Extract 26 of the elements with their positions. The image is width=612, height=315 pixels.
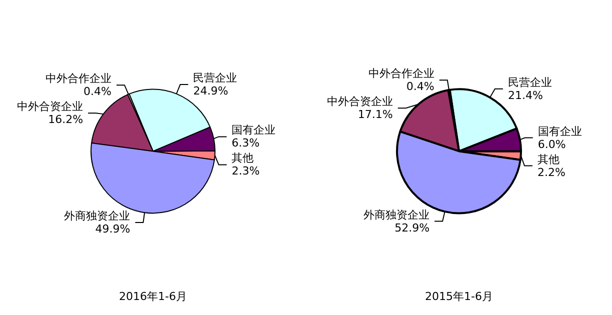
slice-label: 中外合资企业 bbox=[326, 95, 393, 108]
data-label: 21.4% bbox=[508, 88, 543, 102]
slice-label: 其他 bbox=[232, 152, 254, 165]
slice-label: 外商独资企业 bbox=[364, 208, 430, 222]
slice-label: 国有企业 bbox=[232, 124, 276, 137]
slice-label: 中外合资企业 bbox=[17, 100, 84, 114]
slice-label: 民营企业 bbox=[193, 72, 238, 85]
data-label: 0.4% bbox=[406, 80, 434, 94]
data-label: 2.3% bbox=[232, 164, 260, 178]
slice-label: 中外合作企业 bbox=[368, 67, 434, 80]
slice-label: 中外合作企业 bbox=[46, 72, 112, 86]
data-label: 6.3% bbox=[232, 136, 260, 150]
text: 2015年1-6月 bbox=[425, 290, 493, 303]
data-label: 0.4% bbox=[84, 85, 112, 98]
data-label: 49.9% bbox=[95, 222, 130, 236]
slice-label: 国有企业 bbox=[538, 124, 582, 138]
text: 2016年1-6月 bbox=[119, 290, 187, 303]
slice-label: 其他 bbox=[538, 152, 560, 166]
slice-label: 民营企业 bbox=[508, 76, 552, 89]
data-label: 52.9% bbox=[394, 221, 430, 234]
data-label: 16.2% bbox=[48, 113, 84, 126]
data-label: 17.1% bbox=[358, 108, 393, 122]
slice-label: 外商独资企业 bbox=[64, 210, 130, 223]
data-label: 2.2% bbox=[538, 166, 566, 179]
data-label: 24.9% bbox=[193, 84, 228, 98]
data-label: 6.0% bbox=[538, 138, 566, 151]
